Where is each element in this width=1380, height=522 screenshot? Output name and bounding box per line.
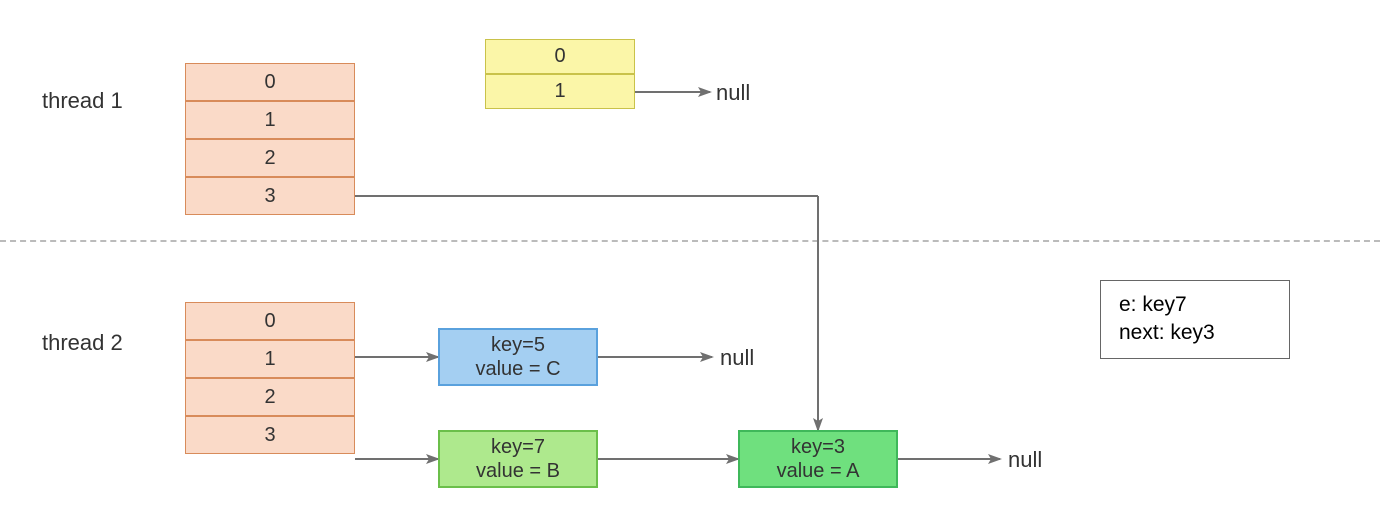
state-info-e: e: key7 bbox=[1119, 291, 1271, 319]
thread1-new-array-cell-1: 1 bbox=[485, 74, 635, 109]
section-separator bbox=[0, 240, 1380, 242]
thread2-array-cell-3: 3 bbox=[185, 416, 355, 454]
thread1-label: thread 1 bbox=[42, 88, 123, 114]
thread2-array-cell-2: 2 bbox=[185, 378, 355, 416]
node-key7-value: value = B bbox=[476, 459, 560, 483]
thread1-array-cell-2: 2 bbox=[185, 139, 355, 177]
thread1-array-cell-1: 1 bbox=[185, 101, 355, 139]
thread2-array-cell-0: 0 bbox=[185, 302, 355, 340]
state-info-next: next: key3 bbox=[1119, 319, 1271, 347]
thread1-array-cell-3: 3 bbox=[185, 177, 355, 215]
thread2-array-cell-1: 1 bbox=[185, 340, 355, 378]
node-key5: key=5value = C bbox=[438, 328, 598, 386]
thread1-array-cell-0: 0 bbox=[185, 63, 355, 101]
node-key7-key: key=7 bbox=[491, 435, 545, 459]
state-info-box: e: key7 next: key3 bbox=[1100, 280, 1290, 359]
thread1-null-0: null bbox=[716, 80, 750, 106]
thread2-null-0: null bbox=[720, 345, 754, 371]
node-key3-key: key=3 bbox=[791, 435, 845, 459]
node-key3: key=3value = A bbox=[738, 430, 898, 488]
thread2-label: thread 2 bbox=[42, 330, 123, 356]
node-key7: key=7value = B bbox=[438, 430, 598, 488]
thread1-new-array-cell-0: 0 bbox=[485, 39, 635, 74]
node-key5-key: key=5 bbox=[491, 333, 545, 357]
node-key3-value: value = A bbox=[777, 459, 860, 483]
thread2-null-1: null bbox=[1008, 447, 1042, 473]
node-key5-value: value = C bbox=[475, 357, 560, 381]
